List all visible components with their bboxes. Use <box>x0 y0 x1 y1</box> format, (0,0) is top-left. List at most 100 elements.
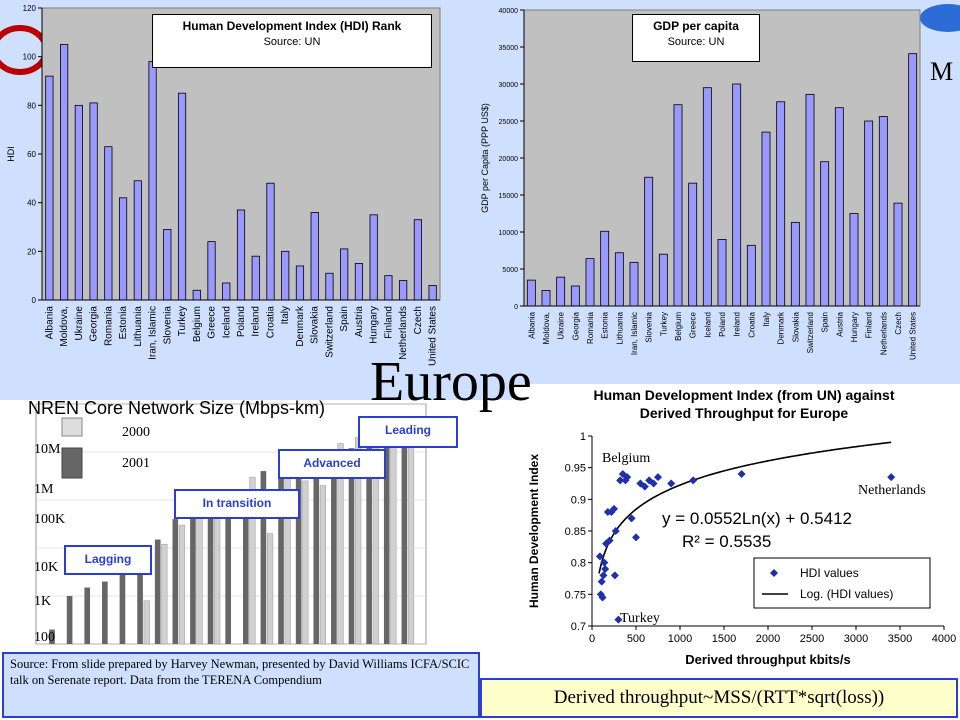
x-tick-label: Turkey <box>659 312 668 336</box>
bar <box>673 104 683 307</box>
nren-bar-2000 <box>137 558 143 644</box>
x-tick-label: Slovenia <box>162 306 173 345</box>
scatter-point <box>623 473 632 482</box>
x-tick-label: Slovakia <box>310 306 321 344</box>
nren-bar-2001 <box>302 480 309 645</box>
x-tick-label: Ireland <box>733 312 742 336</box>
bar <box>118 197 128 301</box>
y-tick-label: 40 <box>27 199 36 208</box>
y-axis-label: GDP per Capita (PPP US$) <box>480 103 490 213</box>
scatter-x-tick-label: 2000 <box>756 633 780 645</box>
nren-chart <box>35 403 427 645</box>
bar <box>222 282 231 301</box>
bar <box>74 104 83 301</box>
x-tick-label: United States <box>909 312 918 360</box>
bar <box>585 258 595 307</box>
scatter-point <box>649 479 658 488</box>
x-tick-label: Iceland <box>221 306 232 338</box>
nren-bar-2001 <box>266 533 274 645</box>
scatter-y-tick-label: 0.9 <box>571 494 586 506</box>
scatter-point <box>597 577 606 586</box>
y-tick-label: 20 <box>27 247 36 256</box>
x-tick-label: Italy <box>762 312 771 327</box>
y-tick-label: 5000 <box>502 267 518 274</box>
nren-bar-2001 <box>214 510 221 645</box>
bar <box>761 131 771 307</box>
stage-lagging: Lagging <box>64 545 152 575</box>
y-tick-label: 40000 <box>499 8 519 15</box>
nren-bar-2001 <box>407 422 415 645</box>
bar <box>805 93 815 307</box>
stage-leading: Leading <box>358 416 458 448</box>
bar <box>281 250 290 301</box>
x-tick-label: Spain <box>339 306 350 332</box>
nren-legend-2001: 2001 <box>122 456 150 471</box>
scatter-y-tick-label: 1 <box>580 431 586 443</box>
scatter-point <box>600 558 609 567</box>
nren-tick-100: 100 <box>34 630 55 645</box>
x-tick-label: Lithuania <box>133 306 144 347</box>
bar <box>702 87 712 307</box>
bar <box>849 213 859 307</box>
scatter-x-tick-label: 1500 <box>712 633 736 645</box>
nren-bar-2000 <box>260 471 267 644</box>
bar <box>251 255 260 301</box>
nren-bar-2001 <box>390 432 397 645</box>
nren-tick-1m: 1M <box>34 482 54 497</box>
y-tick-label: 60 <box>27 150 36 159</box>
x-tick-label: Netherlands <box>398 306 409 360</box>
bar <box>384 275 393 301</box>
x-tick-label: Switzerland <box>806 312 815 353</box>
x-tick-label: Greece <box>689 311 698 338</box>
scatter-point <box>632 533 640 542</box>
nren-bar-2000 <box>66 596 73 644</box>
x-tick-label: Spain <box>821 312 830 332</box>
x-tick-label: Albania <box>527 311 536 338</box>
nren-bar-2000 <box>154 539 161 644</box>
y-tick-label: 30000 <box>499 82 519 89</box>
nren-bar-2001 <box>249 476 256 645</box>
nren-bar-2001 <box>143 600 150 645</box>
europe-title: Europe <box>370 351 532 413</box>
nren-bar-2000 <box>49 629 55 644</box>
x-tick-label: Romania <box>586 311 595 344</box>
y-tick-label: 20000 <box>499 156 519 163</box>
bar <box>369 214 378 301</box>
nren-bar-2000 <box>278 466 284 644</box>
x-tick-label: Greece <box>207 306 218 339</box>
bar <box>60 44 69 301</box>
x-tick-label: Romania <box>103 306 114 346</box>
y-tick-label: 35000 <box>499 45 519 52</box>
scatter-title-line-2: Derived Throughput for Europe <box>640 405 849 421</box>
annotation-netherlands: Netherlands <box>858 483 926 498</box>
nren-tick-1k: 1K <box>34 594 52 609</box>
gdp-title-box: GDP per capita Source: UN <box>632 14 760 62</box>
x-tick-label: Moldova, <box>59 306 70 347</box>
gdp-chart-source: Source: UN <box>667 36 725 48</box>
scatter-point <box>640 482 649 491</box>
y-tick-label: 10000 <box>499 230 519 237</box>
bar <box>148 61 157 301</box>
y-axis-label: HDI <box>6 146 16 162</box>
nren-bar-2000 <box>313 454 320 644</box>
scatter-point <box>610 504 618 513</box>
scatter-legend-log: Log. (HDI values) <box>800 587 893 601</box>
bar <box>908 53 918 307</box>
bar <box>732 83 742 307</box>
bar <box>413 219 422 301</box>
scatter-y-axis-label: Human Development Index <box>527 454 541 608</box>
annotation-belgium: Belgium <box>602 451 650 466</box>
scatter-legend-hdi: HDI values <box>800 566 859 580</box>
scatter-point <box>614 615 623 624</box>
nren-legend-swatch-2001 <box>61 447 83 479</box>
bar <box>600 230 610 307</box>
x-tick-label: Czech <box>894 312 903 335</box>
bar <box>354 263 364 301</box>
bar <box>717 238 727 307</box>
bar <box>614 252 624 307</box>
nren-tick-10m: 10M <box>34 442 61 457</box>
scatter-point <box>887 473 896 482</box>
bar <box>893 202 903 307</box>
nren-bar-2000 <box>84 587 91 644</box>
scatter-point <box>595 552 604 561</box>
